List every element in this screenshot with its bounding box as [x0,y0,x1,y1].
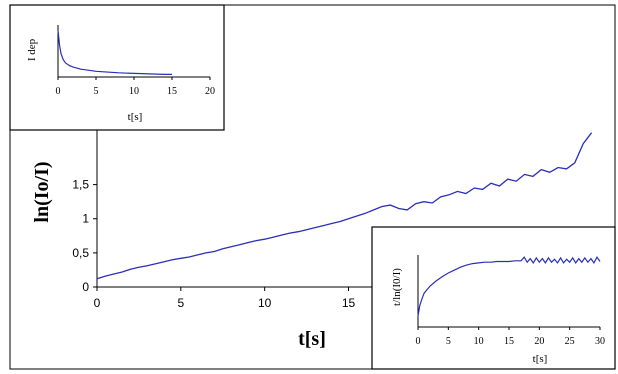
inset1-x-tick-label: 5 [94,86,99,97]
main-x-tick-label: 0 [94,296,101,310]
inset2-x-tick-label: 15 [504,336,514,347]
inset1-x-axis-label: t[s] [128,111,143,123]
inset-top-left-box [9,4,225,131]
inset1-x-ticks: 0 5 10 15 20 [56,77,215,97]
inset1-x-tick-label: 20 [205,86,215,97]
main-y-tick-label: 0,5 [72,246,89,260]
inset2-x-tick-label: 30 [595,336,605,347]
main-x-axis-label: t[s] [298,328,326,350]
main-x-tick-label: 15 [342,296,356,310]
main-x-tick-label: 10 [258,296,272,310]
inset2-x-axis-label: t[s] [533,353,548,365]
main-y-tick-label: 1 [82,212,89,226]
inset1-x-tick-label: 15 [167,86,177,97]
inset-top-left: 0 5 10 15 20 t[s] I dep [9,4,225,131]
inset2-x-tick-label: 20 [534,336,544,347]
main-y-tick-label: 1,5 [72,178,89,192]
inset2-x-ticks: 0 5 10 15 20 25 30 [416,327,605,347]
main-series-line [96,132,593,280]
main-x-ticks: 0 5 10 15 [94,287,356,310]
main-x-tick-label: 5 [177,296,184,310]
inset1-x-tick-label: 0 [56,86,61,97]
inset2-x-tick-label: 10 [474,336,484,347]
inset-bottom-right: 0 5 10 15 20 25 30 t[s] t/ln(I0/I) [371,226,616,370]
inset1-x-tick-label: 10 [129,86,139,97]
inset2-x-tick-label: 5 [446,336,451,347]
main-y-tick-label: 0 [82,280,89,294]
inset1-series-line [57,30,172,75]
inset2-x-tick-label: 0 [416,336,421,347]
main-y-ticks: 0 0,5 1 1,5 [72,178,97,294]
inset2-x-tick-label: 25 [565,336,575,347]
main-y-axis-label: ln(Io/I) [31,161,53,222]
inset2-series-line [417,256,601,317]
inset1-y-axis-label: I dep [26,38,38,61]
inset-bottom-right-box [371,226,616,370]
inset2-y-axis-label: t/ln(I0/I) [391,268,403,306]
